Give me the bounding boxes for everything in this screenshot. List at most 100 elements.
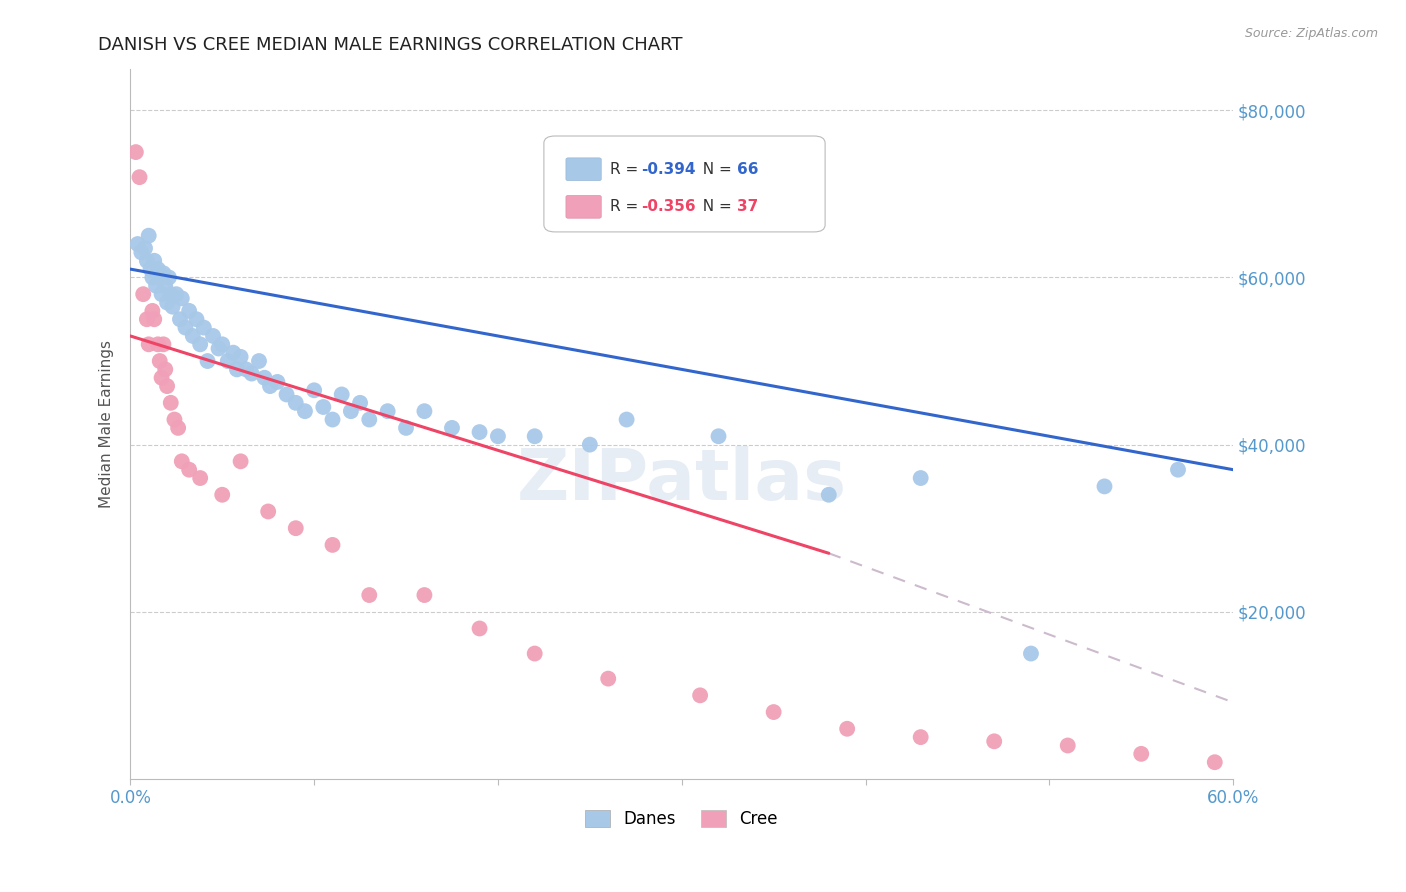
Text: 37: 37	[737, 199, 758, 214]
Point	[202, 329, 225, 343]
Point	[579, 437, 602, 451]
Point	[170, 454, 193, 468]
Point	[359, 412, 381, 426]
Point	[155, 362, 177, 376]
Point	[294, 404, 316, 418]
Point	[259, 379, 281, 393]
Point	[330, 387, 353, 401]
Y-axis label: Median Male Earnings: Median Male Earnings	[100, 340, 114, 508]
Point	[910, 471, 932, 485]
Point	[284, 396, 307, 410]
Point	[229, 454, 252, 468]
Point	[359, 588, 381, 602]
Text: ZIPatlas: ZIPatlas	[516, 446, 846, 515]
Point	[155, 278, 177, 293]
Point	[1094, 479, 1116, 493]
Point	[616, 412, 638, 426]
Point	[523, 647, 546, 661]
Point	[152, 337, 174, 351]
Point	[468, 622, 491, 636]
Point	[395, 421, 418, 435]
Point	[1167, 463, 1189, 477]
Point	[149, 270, 172, 285]
Point	[257, 504, 280, 518]
Point	[134, 241, 156, 255]
Point	[165, 287, 187, 301]
Point	[229, 350, 252, 364]
Point	[284, 521, 307, 535]
Legend: Danes, Cree: Danes, Cree	[579, 803, 785, 835]
Text: N =: N =	[693, 161, 737, 177]
Point	[1130, 747, 1153, 761]
Point	[146, 262, 169, 277]
Text: N =: N =	[693, 199, 737, 214]
Point	[762, 705, 785, 719]
Point	[321, 538, 343, 552]
Point	[163, 412, 186, 426]
Point	[211, 337, 233, 351]
Point	[125, 145, 148, 160]
Point	[128, 170, 150, 185]
Point	[247, 354, 270, 368]
Point	[276, 387, 298, 401]
Point	[1204, 755, 1226, 769]
Point	[156, 379, 179, 393]
FancyBboxPatch shape	[567, 195, 602, 219]
Point	[167, 421, 190, 435]
Point	[131, 245, 153, 260]
Point	[486, 429, 509, 443]
Point	[1019, 647, 1042, 661]
Point	[235, 362, 257, 376]
Point	[349, 396, 371, 410]
Point	[240, 367, 263, 381]
Point	[150, 370, 173, 384]
Point	[837, 722, 859, 736]
Point	[413, 404, 436, 418]
Point	[253, 370, 276, 384]
FancyBboxPatch shape	[567, 158, 602, 180]
Text: R =: R =	[610, 161, 643, 177]
Point	[321, 412, 343, 426]
Point	[1056, 739, 1078, 753]
Point	[143, 312, 166, 326]
Point	[188, 337, 211, 351]
Point	[127, 237, 149, 252]
Point	[188, 471, 211, 485]
Point	[138, 337, 160, 351]
Text: DANISH VS CREE MEDIAN MALE EARNINGS CORRELATION CHART: DANISH VS CREE MEDIAN MALE EARNINGS CORR…	[98, 36, 683, 54]
Point	[135, 312, 157, 326]
Point	[226, 362, 249, 376]
Point	[152, 266, 174, 280]
Point	[132, 287, 155, 301]
Point	[179, 463, 201, 477]
Point	[150, 287, 173, 301]
Point	[149, 354, 172, 368]
Point	[141, 270, 163, 285]
Point	[170, 291, 193, 305]
Point	[468, 425, 491, 439]
Point	[143, 253, 166, 268]
Point	[910, 730, 932, 744]
Point	[159, 287, 181, 301]
Point	[440, 421, 463, 435]
Point	[817, 488, 839, 502]
Point	[707, 429, 730, 443]
Point	[141, 304, 163, 318]
Point	[377, 404, 399, 418]
Point	[157, 270, 180, 285]
Point	[312, 400, 335, 414]
Point	[145, 278, 167, 293]
Point	[193, 320, 215, 334]
Point	[222, 345, 245, 359]
Point	[523, 429, 546, 443]
Point	[983, 734, 1005, 748]
Text: R =: R =	[610, 199, 643, 214]
Point	[413, 588, 436, 602]
Text: -0.356: -0.356	[641, 199, 696, 214]
Point	[138, 228, 160, 243]
Point	[266, 375, 288, 389]
Point	[156, 295, 179, 310]
FancyBboxPatch shape	[544, 136, 825, 232]
Point	[689, 689, 711, 703]
Point	[598, 672, 620, 686]
